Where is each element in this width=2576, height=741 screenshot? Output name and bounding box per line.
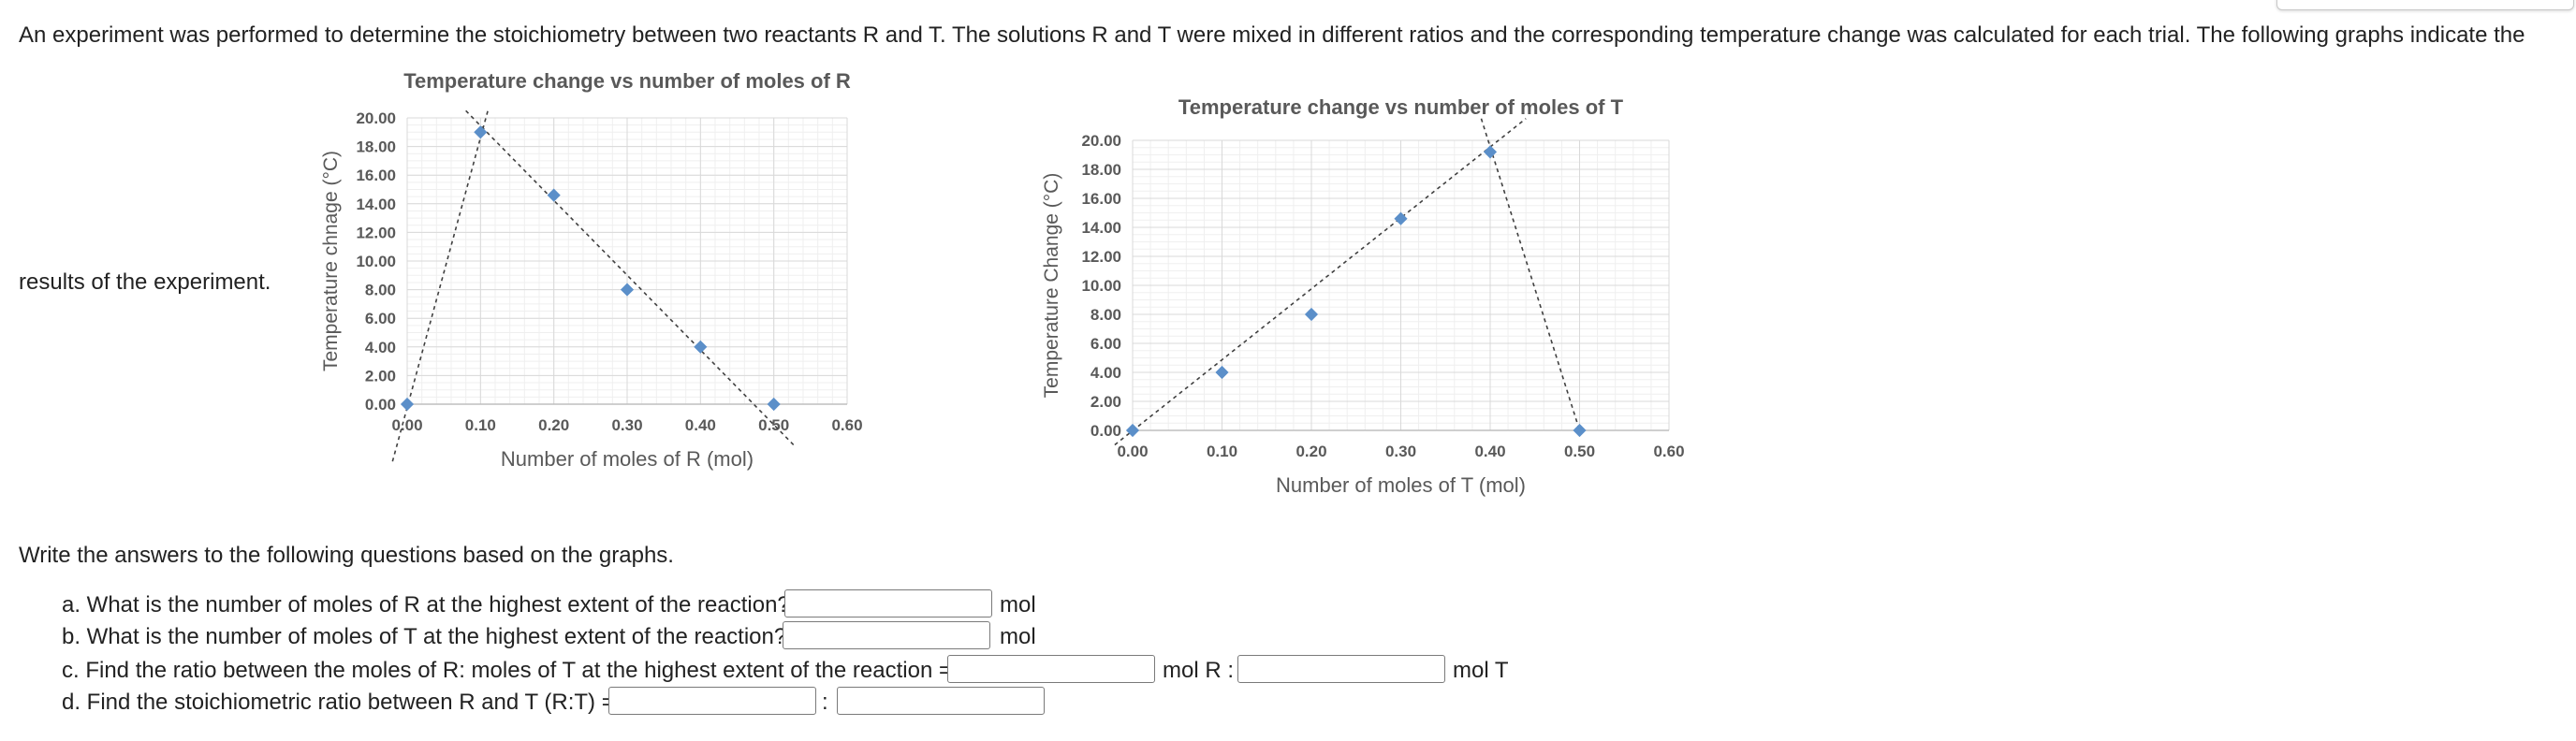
chart-title: Temperature change vs number of moles of… — [1178, 95, 1624, 119]
question-a-text: a. What is the number of moles of R at t… — [62, 592, 790, 618]
x-tick-label: 0.30 — [611, 416, 642, 434]
y-tick-label: 18.00 — [1081, 161, 1121, 179]
x-tick-label: 0.00 — [1117, 443, 1148, 460]
y-tick-label: 6.00 — [1090, 335, 1121, 353]
x-tick-label: 0.20 — [538, 416, 569, 434]
question-b: b. What is the number of moles of T at t… — [62, 621, 1036, 653]
y-tick-label: 8.00 — [365, 282, 396, 299]
trendline — [465, 109, 797, 448]
data-point — [1304, 307, 1319, 322]
answer-d-t-input[interactable] — [837, 687, 1045, 715]
answer-d-r-input[interactable] — [608, 687, 816, 715]
x-tick-label: 0.10 — [465, 416, 496, 434]
x-tick-label: 0.10 — [1207, 443, 1237, 460]
y-tick-label: 4.00 — [365, 339, 396, 356]
x-tick-label: 0.30 — [1385, 443, 1416, 460]
data-point — [1573, 423, 1587, 438]
data-point — [767, 397, 781, 412]
y-tick-label: 14.00 — [1081, 219, 1121, 237]
y-tick-label: 12.00 — [356, 224, 396, 241]
answer-d-separator: : — [822, 690, 828, 715]
data-point — [1125, 423, 1140, 438]
answer-a-input[interactable] — [784, 589, 992, 618]
x-axis-title: Number of moles of T (mol) — [1276, 473, 1526, 497]
y-tick-label: 0.00 — [1090, 422, 1121, 440]
x-tick-label: 0.50 — [1564, 443, 1595, 460]
question-a: a. What is the number of moles of R at t… — [62, 589, 1036, 621]
data-point — [694, 340, 708, 354]
answer-b-unit: mol — [1000, 624, 1036, 649]
y-tick-label: 20.00 — [1081, 132, 1121, 150]
answer-c-unit-t: mol T — [1453, 658, 1509, 683]
y-tick-label: 2.00 — [1090, 393, 1121, 411]
x-tick-label: 0.50 — [758, 416, 789, 434]
corner-toolbar — [2276, 0, 2574, 10]
question-d: d. Find the stoichiometric ratio between… — [62, 687, 1045, 719]
y-tick-label: 16.00 — [1081, 190, 1121, 208]
question-b-text: b. What is the number of moles of T at t… — [62, 624, 787, 649]
x-tick-label: 0.20 — [1295, 443, 1326, 460]
y-tick-label: 14.00 — [356, 196, 396, 213]
x-tick-label: 0.00 — [391, 416, 422, 434]
data-point — [474, 125, 488, 139]
question-c-text: c. Find the ratio between the moles of R… — [62, 658, 952, 683]
x-axis-title: Number of moles of R (mol) — [501, 447, 754, 471]
chart-moles-t: 0.00 0.10 0.20 0.30 0.40 0.50 0.60 0.00 2.00 4.00… — [1041, 95, 1685, 497]
data-point — [1215, 365, 1229, 380]
intro-text-continued: results of the experiment. — [19, 269, 271, 295]
data-point — [1394, 211, 1408, 225]
y-tick-label: 18.00 — [356, 138, 396, 156]
y-axis-title: Temperature chnage (°C) — [320, 151, 342, 371]
data-point — [400, 397, 415, 412]
y-tick-label: 0.00 — [365, 396, 396, 414]
answer-b-input[interactable] — [783, 621, 990, 649]
y-tick-label: 12.00 — [1081, 248, 1121, 266]
x-tick-label: 0.40 — [685, 416, 716, 434]
answer-c-r-input[interactable] — [947, 655, 1155, 683]
trendline — [1114, 118, 1527, 446]
chart-title: Temperature change vs number of moles of… — [403, 69, 851, 93]
y-tick-label: 4.00 — [1090, 364, 1121, 382]
data-point — [620, 283, 635, 297]
answer-c-unit-r: mol R : — [1163, 658, 1235, 683]
data-point — [547, 188, 561, 202]
instructions-text: Write the answers to the following quest… — [19, 543, 674, 568]
y-tick-label: 10.00 — [356, 253, 396, 270]
x-tick-label: 0.60 — [1653, 443, 1684, 460]
y-tick-label: 16.00 — [356, 167, 396, 184]
y-tick-label: 20.00 — [356, 109, 396, 127]
data-point — [1483, 145, 1498, 159]
y-axis-title: Temperature Change (°C) — [1041, 173, 1062, 399]
y-tick-label: 6.00 — [365, 310, 396, 327]
y-tick-label: 8.00 — [1090, 306, 1121, 324]
chart-moles-r: 0.00 0.10 0.20 0.30 0.40 0.50 0.60 0.00 2.00 4.00… — [320, 69, 863, 471]
trendline — [1480, 118, 1581, 431]
question-c: c. Find the ratio between the moles of R… — [62, 655, 1509, 687]
question-d-text: d. Find the stoichiometric ratio between… — [62, 690, 615, 715]
x-tick-label: 0.60 — [831, 416, 862, 434]
answer-c-t-input[interactable] — [1237, 655, 1445, 683]
answer-a-unit: mol — [1000, 592, 1036, 618]
y-tick-label: 2.00 — [365, 367, 396, 385]
intro-text: An experiment was performed to determine… — [19, 22, 2525, 48]
y-tick-label: 10.00 — [1081, 277, 1121, 295]
x-tick-label: 0.40 — [1474, 443, 1505, 460]
